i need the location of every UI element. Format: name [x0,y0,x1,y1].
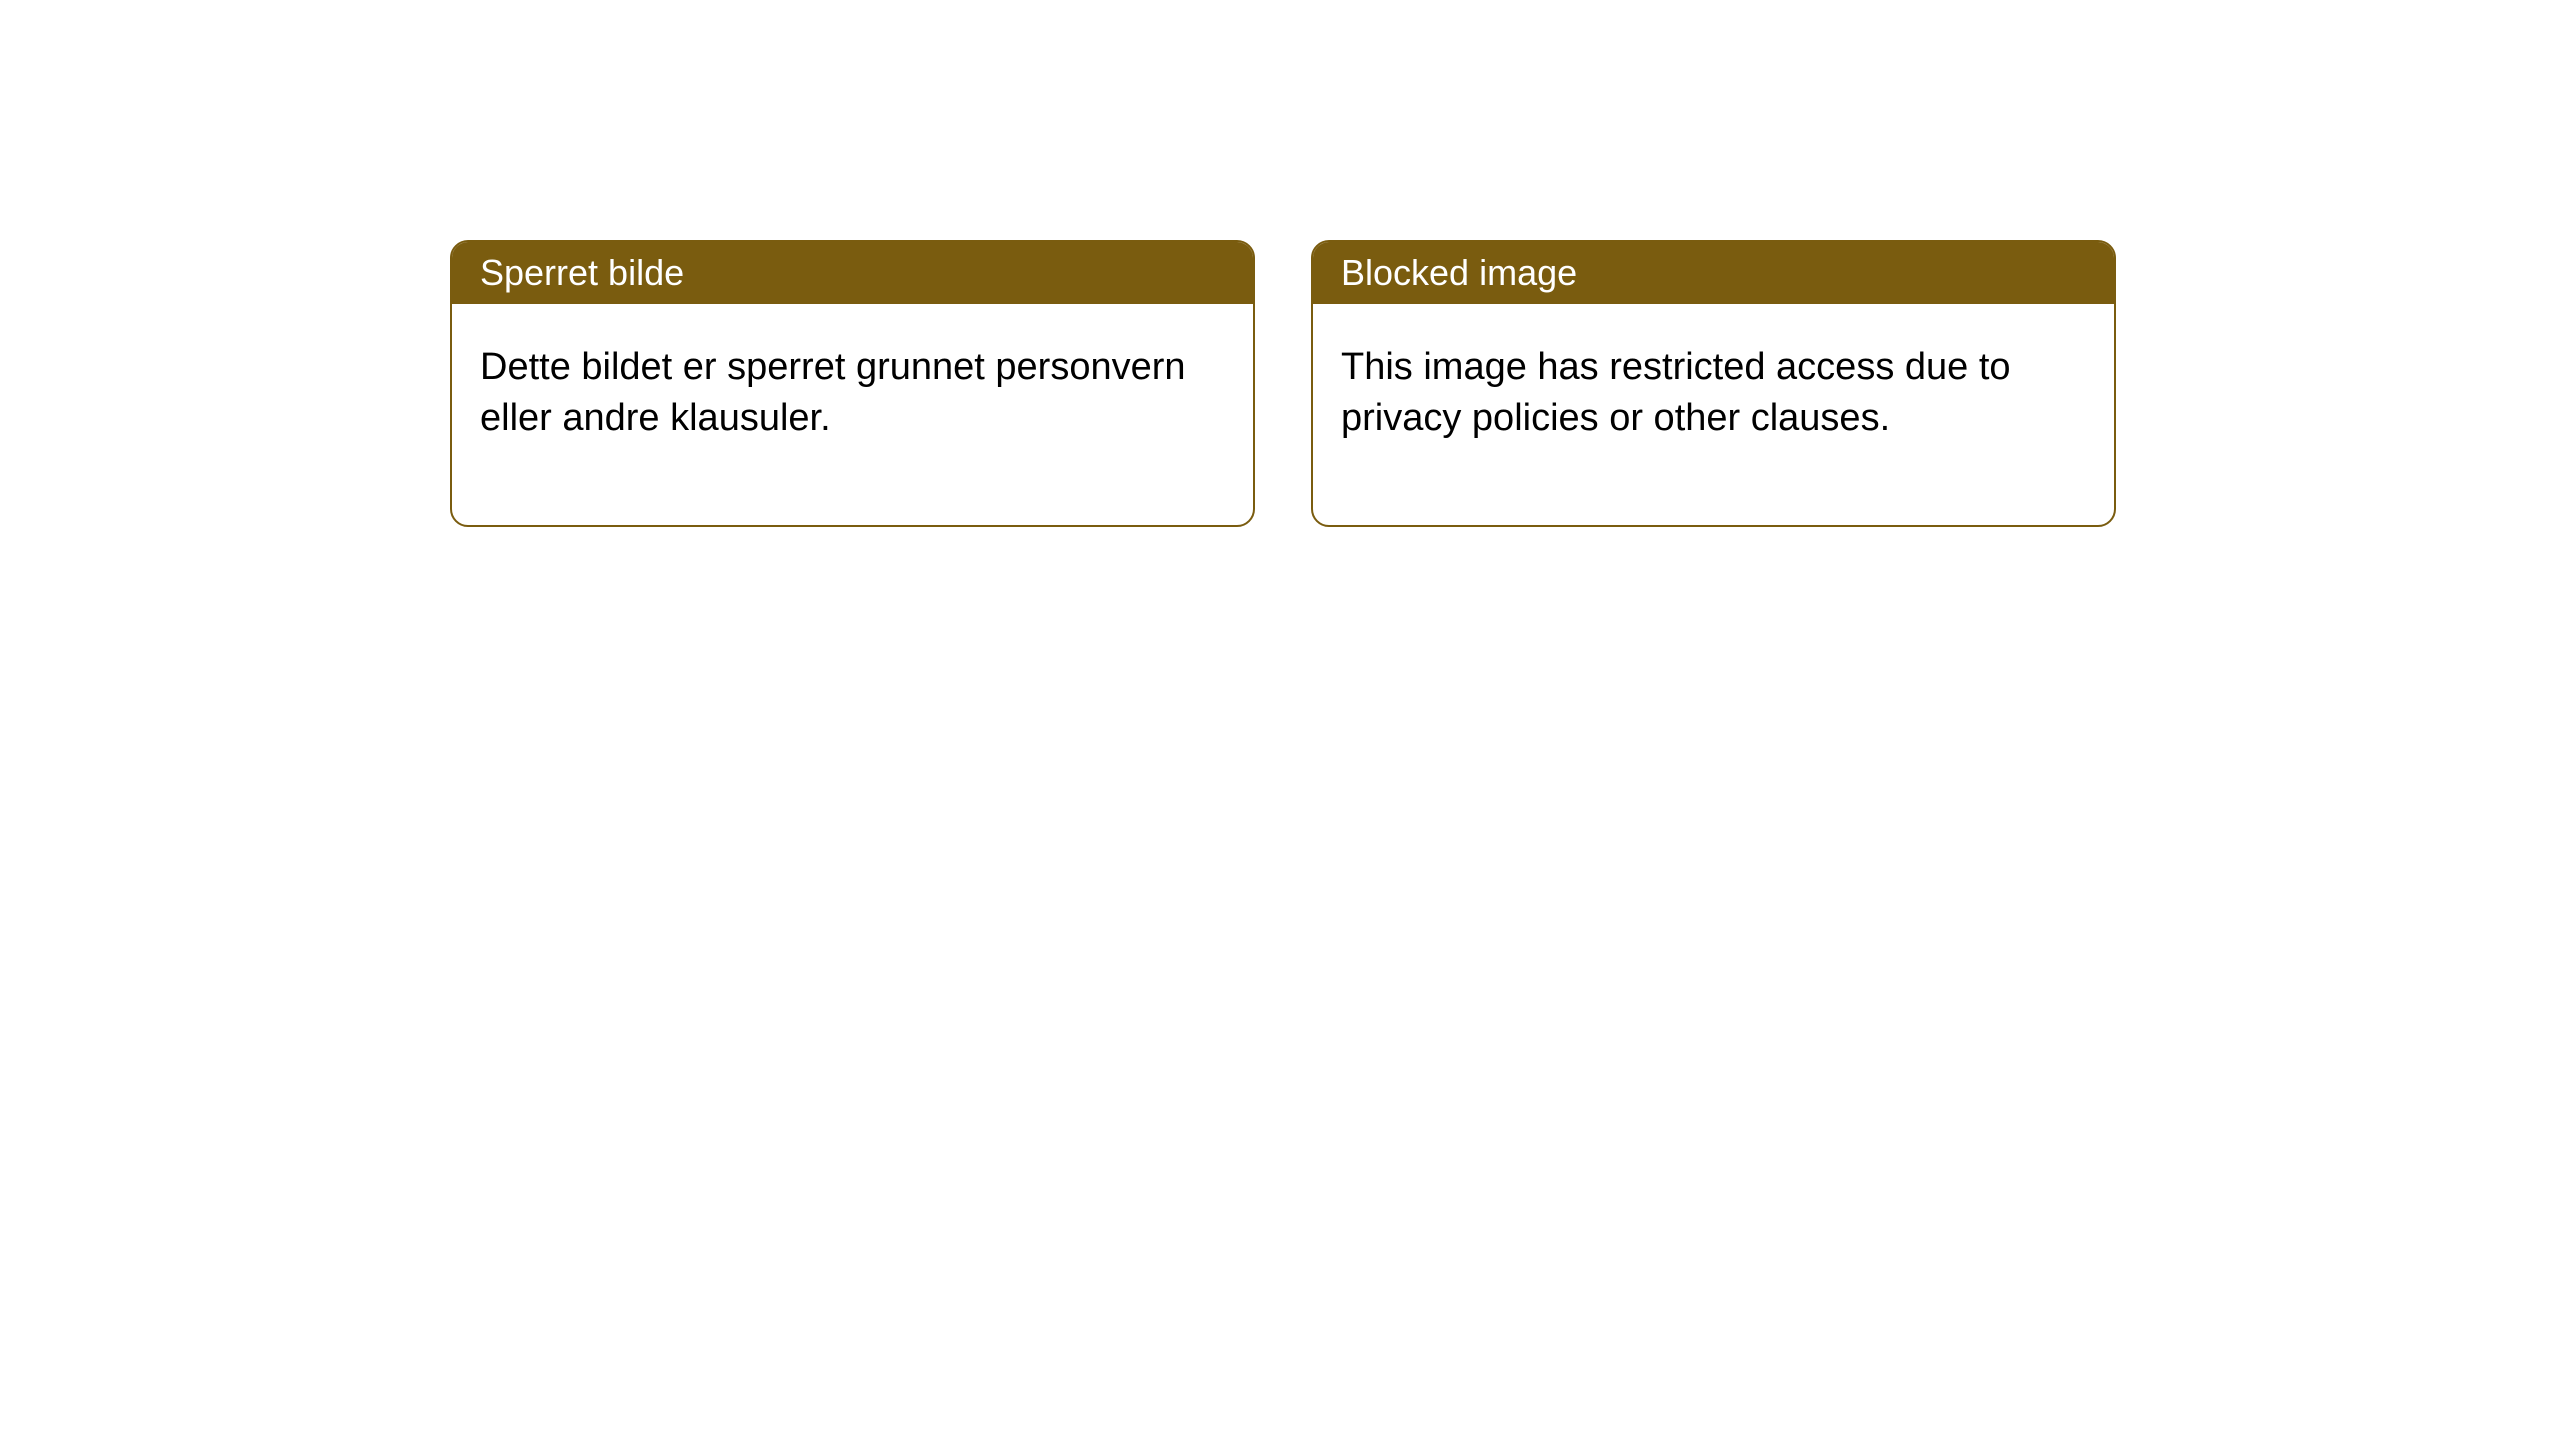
notice-body: Dette bildet er sperret grunnet personve… [452,304,1253,525]
notice-box-norwegian: Sperret bilde Dette bildet er sperret gr… [450,240,1255,527]
notice-container: Sperret bilde Dette bildet er sperret gr… [450,240,2116,527]
notice-title: Blocked image [1313,242,2114,304]
notice-title: Sperret bilde [452,242,1253,304]
notice-body: This image has restricted access due to … [1313,304,2114,525]
notice-box-english: Blocked image This image has restricted … [1311,240,2116,527]
